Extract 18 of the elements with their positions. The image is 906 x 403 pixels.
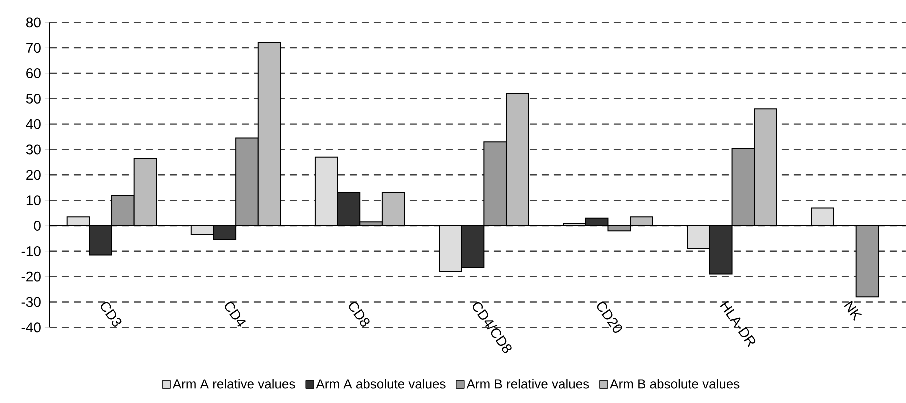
legend-label: Arm A absolute values	[316, 379, 446, 389]
x-tick-label: NK	[844, 300, 862, 322]
y-tick-label: 80	[26, 18, 41, 28]
y-tick-label: -20	[22, 272, 41, 282]
y-tick-label: -40	[22, 322, 41, 333]
y-tick-label: 40	[26, 119, 41, 130]
y-tick-label: 70	[26, 43, 41, 54]
y-tick-label: 60	[26, 68, 41, 78]
legend-label: Arm B absolute values	[610, 379, 740, 389]
y-tick-label: 20	[26, 170, 41, 180]
y-tick-label: 10	[26, 196, 41, 206]
legend-label: Arm A relative values	[172, 379, 296, 389]
y-tick-label: 30	[26, 144, 41, 155]
legend-label: Arm B relative values	[466, 379, 590, 389]
y-tick-label: 50	[26, 94, 41, 104]
y-tick-label: -10	[22, 246, 41, 256]
y-tick-label: -30	[22, 297, 41, 308]
y-tick-label: 0	[34, 221, 41, 231]
